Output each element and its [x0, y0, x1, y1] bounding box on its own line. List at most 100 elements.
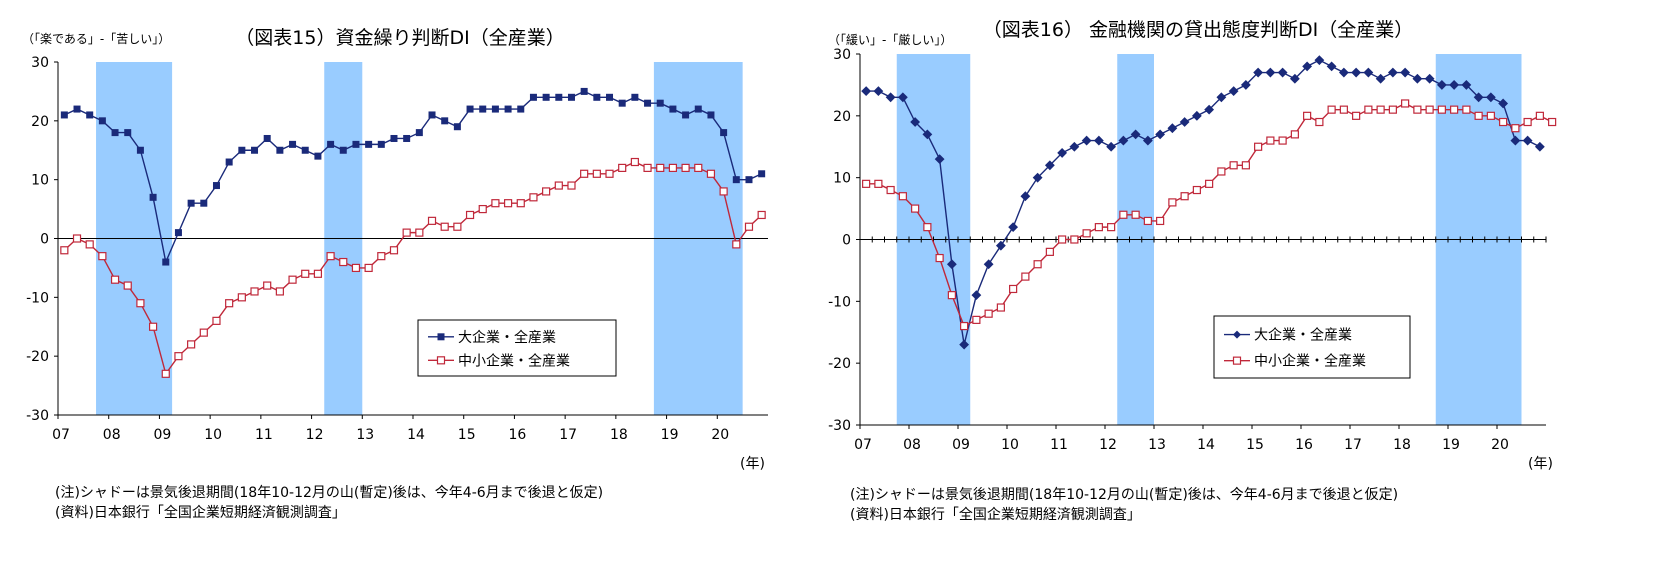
data-point	[694, 105, 702, 113]
data-point	[251, 146, 259, 154]
data-point	[428, 111, 436, 119]
data-point	[682, 111, 690, 119]
data-point	[1364, 105, 1373, 114]
data-point	[1254, 142, 1263, 151]
data-point	[1044, 160, 1055, 171]
data-point	[996, 303, 1005, 312]
data-point	[1058, 235, 1067, 244]
data-point	[1119, 210, 1128, 219]
data-point	[503, 199, 513, 208]
data-point	[327, 140, 335, 148]
data-point	[161, 369, 170, 378]
data-point	[263, 281, 272, 290]
data-point	[124, 129, 132, 137]
data-point	[504, 105, 512, 113]
data-point	[1436, 80, 1447, 90]
x-tick-label: 17	[559, 427, 577, 443]
x-tick-label: 15	[458, 427, 476, 443]
data-point	[1143, 216, 1152, 226]
data-point	[1009, 284, 1018, 294]
data-point	[1266, 136, 1275, 145]
data-point	[441, 117, 449, 125]
data-point	[1241, 161, 1250, 170]
data-point	[1155, 129, 1166, 140]
data-point	[1179, 117, 1190, 127]
data-point	[605, 169, 614, 178]
data-point	[1461, 80, 1472, 90]
data-point	[174, 352, 183, 361]
data-point	[971, 290, 982, 301]
data-point	[935, 253, 944, 263]
data-point	[555, 93, 563, 101]
data-point	[1032, 172, 1043, 183]
data-point	[72, 234, 82, 243]
y-tick-label: -20	[828, 356, 851, 372]
data-point	[1486, 111, 1495, 120]
chart-panel-right: （図表16） 金融機関の貸出態度判断DI（全産業） （「緩い」-「厳しい」） (年)…	[828, 0, 1656, 561]
data-point	[1327, 105, 1336, 114]
data-point	[1093, 135, 1104, 146]
legend-marker-1	[436, 356, 446, 365]
data-point	[631, 93, 639, 101]
data-point	[111, 129, 119, 137]
data-point	[1082, 229, 1091, 238]
chart-source-left: (資料)日本銀行「全国企業短期経済観測調査」	[55, 505, 346, 521]
data-point	[313, 269, 323, 278]
data-point	[1156, 216, 1165, 226]
data-point	[643, 163, 652, 172]
data-point	[580, 169, 589, 178]
data-point	[706, 169, 716, 178]
data-point	[402, 228, 411, 237]
data-point	[415, 228, 424, 237]
data-point	[1142, 135, 1153, 146]
data-point	[1485, 92, 1496, 103]
data-point	[592, 169, 601, 178]
data-point	[1388, 105, 1397, 114]
data-point	[250, 287, 259, 296]
data-point	[1315, 117, 1324, 127]
data-point	[403, 134, 411, 142]
y-tick-label: 10	[833, 171, 851, 187]
y-axis-label: （「緩い」-「厳しい」）	[828, 33, 952, 47]
legend-label-0: 大企業・全産業	[458, 329, 556, 346]
data-point	[1425, 105, 1434, 114]
data-point	[1191, 110, 1202, 121]
x-tick-label: 11	[255, 427, 273, 443]
data-point	[1510, 135, 1521, 146]
data-point	[923, 223, 932, 232]
data-point	[567, 181, 576, 190]
data-point	[517, 105, 525, 113]
data-point	[1277, 67, 1288, 78]
y-tick-label: -30	[828, 418, 851, 434]
data-point	[466, 105, 474, 113]
y-tick-label: 30	[833, 47, 851, 63]
data-point	[1008, 222, 1019, 233]
x-tick-label: 13	[356, 427, 374, 443]
data-point	[237, 293, 246, 302]
data-point	[86, 111, 94, 119]
data-point	[873, 86, 884, 97]
x-tick-label: 08	[903, 437, 921, 453]
data-point	[720, 129, 728, 137]
data-point	[529, 193, 538, 202]
data-point	[874, 179, 883, 188]
data-point	[1363, 67, 1374, 78]
data-point	[427, 216, 437, 225]
data-point	[1339, 105, 1348, 114]
data-point	[200, 199, 208, 207]
data-point	[995, 240, 1006, 251]
data-point	[1462, 105, 1471, 114]
y-tick-label: 30	[31, 55, 49, 71]
x-tick-label: 10	[204, 427, 222, 443]
legend-label-0: 大企業・全産業	[1254, 327, 1352, 344]
data-point	[1070, 235, 1079, 244]
x-tick-label: 08	[103, 427, 121, 443]
data-point	[1253, 67, 1264, 78]
data-point	[339, 146, 347, 154]
data-point	[630, 157, 639, 167]
data-point	[288, 275, 297, 284]
data-point	[149, 193, 157, 201]
data-point	[1499, 117, 1508, 127]
data-point	[289, 140, 297, 148]
data-point	[1413, 105, 1422, 114]
